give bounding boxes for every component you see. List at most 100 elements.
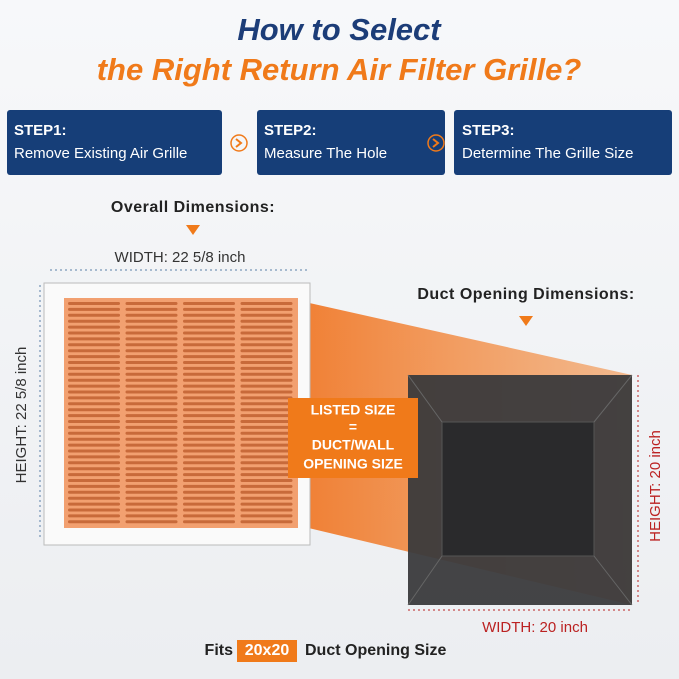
title-line2: the Right Return Air Filter Grille?: [97, 52, 582, 87]
louver: [125, 467, 178, 471]
width-label: WIDTH: 22 5/8 inch: [115, 249, 246, 266]
louver: [183, 443, 235, 447]
louver: [125, 443, 178, 447]
louver: [68, 355, 120, 359]
louver: [240, 514, 293, 518]
duct-edge: [407, 555, 443, 606]
arrow-icon: [432, 138, 440, 148]
step-text: Remove Existing Air Grille: [14, 145, 187, 162]
louver: [183, 408, 235, 412]
louver: [68, 431, 120, 435]
step-box: [454, 110, 672, 175]
louver: [68, 449, 120, 453]
louver: [183, 319, 235, 323]
louver: [240, 302, 293, 305]
louver: [125, 402, 178, 406]
louver: [68, 408, 120, 412]
louver: [183, 467, 235, 471]
louver: [125, 302, 178, 305]
size-badge: [237, 640, 297, 662]
louver: [125, 461, 178, 465]
duct-edge: [593, 555, 633, 606]
louver: [240, 425, 293, 429]
louver: [68, 461, 120, 465]
grille-face: [64, 298, 298, 528]
louver: [183, 461, 235, 465]
louver: [240, 325, 293, 329]
louver: [68, 313, 120, 317]
louver: [183, 496, 235, 500]
louver: [125, 455, 178, 459]
louver: [240, 449, 293, 453]
louver: [240, 355, 293, 359]
step-label: STEP3:: [462, 122, 515, 139]
louver: [68, 514, 120, 518]
louver: [68, 349, 120, 353]
louver: [240, 343, 293, 347]
louver: [68, 455, 120, 459]
louver: [183, 402, 235, 406]
louver: [183, 420, 235, 423]
louver: [68, 496, 120, 500]
louver: [183, 431, 235, 435]
louver: [240, 437, 293, 441]
louver: [183, 455, 235, 459]
louver: [125, 437, 178, 441]
louver: [68, 473, 120, 477]
louver: [68, 443, 120, 447]
louver: [125, 508, 178, 512]
height-label: HEIGHT: 22 5/8 inch: [13, 347, 30, 484]
louver: [183, 425, 235, 429]
louver: [68, 302, 120, 305]
duct-edge: [407, 374, 443, 423]
louver: [125, 343, 178, 347]
louver: [68, 331, 120, 335]
title-line1: How to Select: [237, 12, 442, 47]
duct-width-label: WIDTH: 20 inch: [482, 619, 588, 636]
louver: [68, 490, 120, 494]
louver: [240, 431, 293, 435]
louver: [183, 361, 235, 364]
callout-text: LISTED SIZE: [311, 402, 396, 418]
louver: [183, 337, 235, 341]
louver: [125, 473, 178, 477]
louver: [183, 414, 235, 418]
louver: [240, 473, 293, 477]
duct-height-label: HEIGHT: 20 inch: [647, 430, 664, 542]
louver: [183, 307, 235, 311]
callout-text: DUCT/WALL: [312, 437, 395, 453]
louver: [240, 384, 293, 388]
louver: [240, 402, 293, 406]
louver: [240, 490, 293, 494]
louver: [183, 355, 235, 359]
louver: [183, 366, 235, 370]
louver: [68, 325, 120, 329]
louver: [240, 484, 293, 488]
louver: [68, 520, 120, 524]
pointer: [186, 225, 200, 235]
louver: [183, 313, 235, 317]
louver: [240, 378, 293, 382]
louver: [125, 514, 178, 518]
step-label: STEP1:: [14, 122, 67, 139]
louver: [68, 508, 120, 512]
louver: [240, 455, 293, 459]
louver: [125, 449, 178, 453]
arrow-icon: [235, 138, 243, 148]
louver: [125, 378, 178, 382]
louver: [240, 461, 293, 465]
arrow-icon: [427, 134, 445, 152]
louver: [125, 420, 178, 423]
louver: [240, 443, 293, 447]
louver: [125, 431, 178, 435]
louver: [240, 420, 293, 423]
louver: [240, 349, 293, 353]
louver: [183, 325, 235, 329]
louver: [240, 502, 293, 506]
louver: [125, 414, 178, 418]
step-box: [7, 110, 222, 175]
louver: [68, 384, 120, 388]
louver: [183, 437, 235, 441]
louver: [68, 372, 120, 376]
